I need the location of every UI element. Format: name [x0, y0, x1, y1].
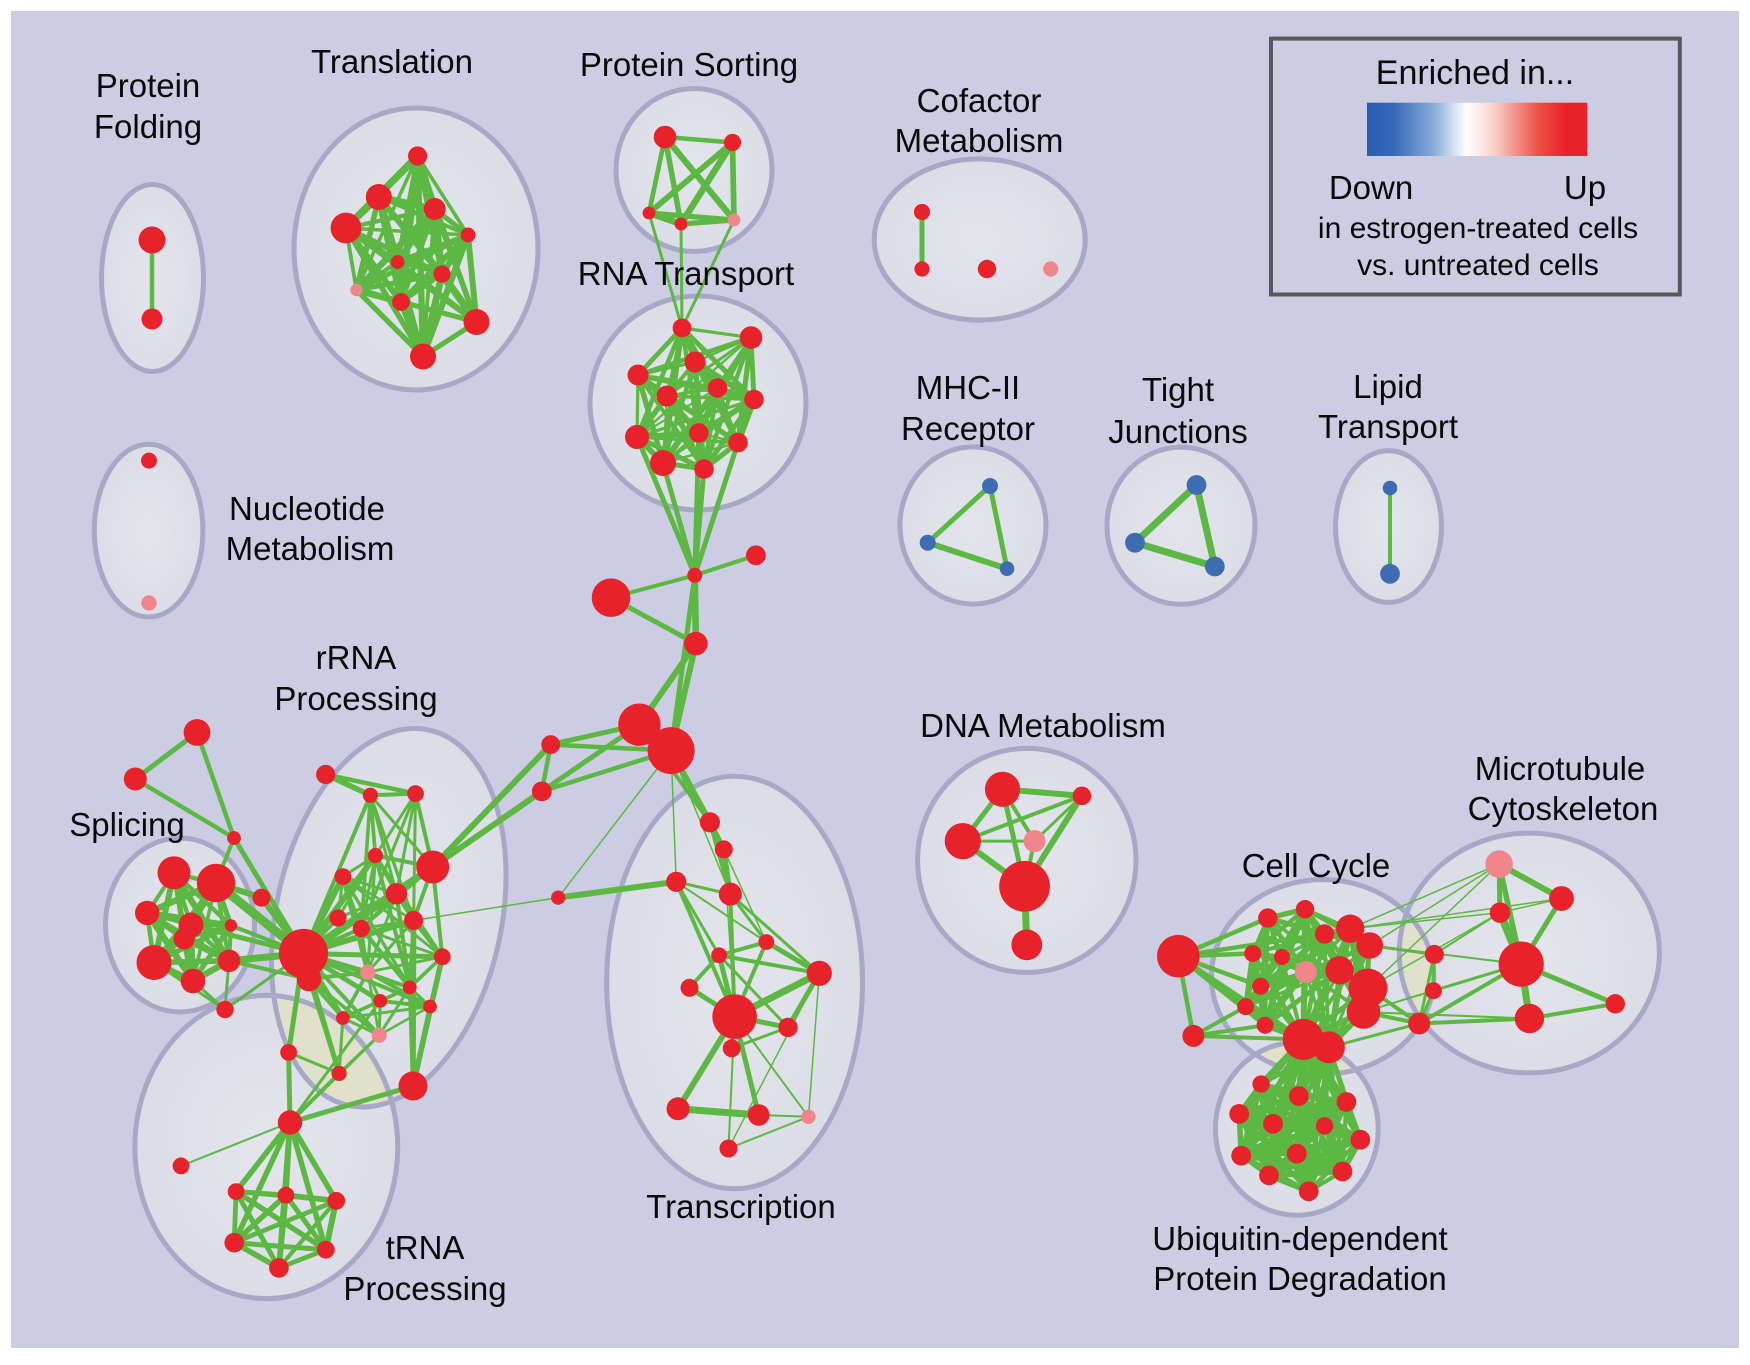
- svg-text:Cofactor: Cofactor: [917, 82, 1042, 119]
- svg-text:Translation: Translation: [311, 43, 473, 80]
- svg-text:Nucleotide: Nucleotide: [229, 490, 385, 527]
- svg-text:Metabolism: Metabolism: [226, 530, 395, 567]
- svg-text:RNA Transport: RNA Transport: [578, 255, 794, 292]
- svg-text:Tight: Tight: [1142, 371, 1214, 408]
- svg-text:Lipid: Lipid: [1353, 368, 1423, 405]
- svg-text:rRNA: rRNA: [316, 639, 397, 676]
- svg-text:MHC-II: MHC-II: [916, 369, 1020, 406]
- svg-text:Protein Sorting: Protein Sorting: [580, 46, 798, 83]
- svg-text:vs. untreated cells: vs. untreated cells: [1357, 249, 1599, 282]
- svg-text:Processing: Processing: [343, 1270, 506, 1307]
- svg-text:Down: Down: [1329, 169, 1413, 206]
- svg-text:Ubiquitin-dependent: Ubiquitin-dependent: [1152, 1220, 1447, 1257]
- svg-text:Splicing: Splicing: [69, 806, 185, 843]
- svg-text:Up: Up: [1564, 169, 1606, 206]
- svg-text:Processing: Processing: [274, 680, 437, 717]
- svg-text:Transport: Transport: [1318, 408, 1458, 445]
- svg-text:Cytoskeleton: Cytoskeleton: [1468, 790, 1659, 827]
- svg-text:in estrogen-treated cells: in estrogen-treated cells: [1318, 212, 1638, 245]
- svg-text:Microtubule: Microtubule: [1475, 750, 1646, 787]
- svg-text:Cell Cycle: Cell Cycle: [1242, 847, 1391, 884]
- svg-text:Metabolism: Metabolism: [895, 122, 1064, 159]
- svg-text:DNA Metabolism: DNA Metabolism: [920, 707, 1166, 744]
- svg-text:Junctions: Junctions: [1108, 413, 1247, 450]
- svg-text:Protein Degradation: Protein Degradation: [1153, 1260, 1447, 1297]
- svg-text:Transcription: Transcription: [646, 1188, 836, 1225]
- svg-text:Receptor: Receptor: [901, 410, 1035, 447]
- svg-text:Protein: Protein: [96, 67, 201, 104]
- svg-text:Enriched in...: Enriched in...: [1376, 54, 1574, 92]
- svg-text:tRNA: tRNA: [386, 1229, 465, 1266]
- svg-text:Folding: Folding: [94, 108, 202, 145]
